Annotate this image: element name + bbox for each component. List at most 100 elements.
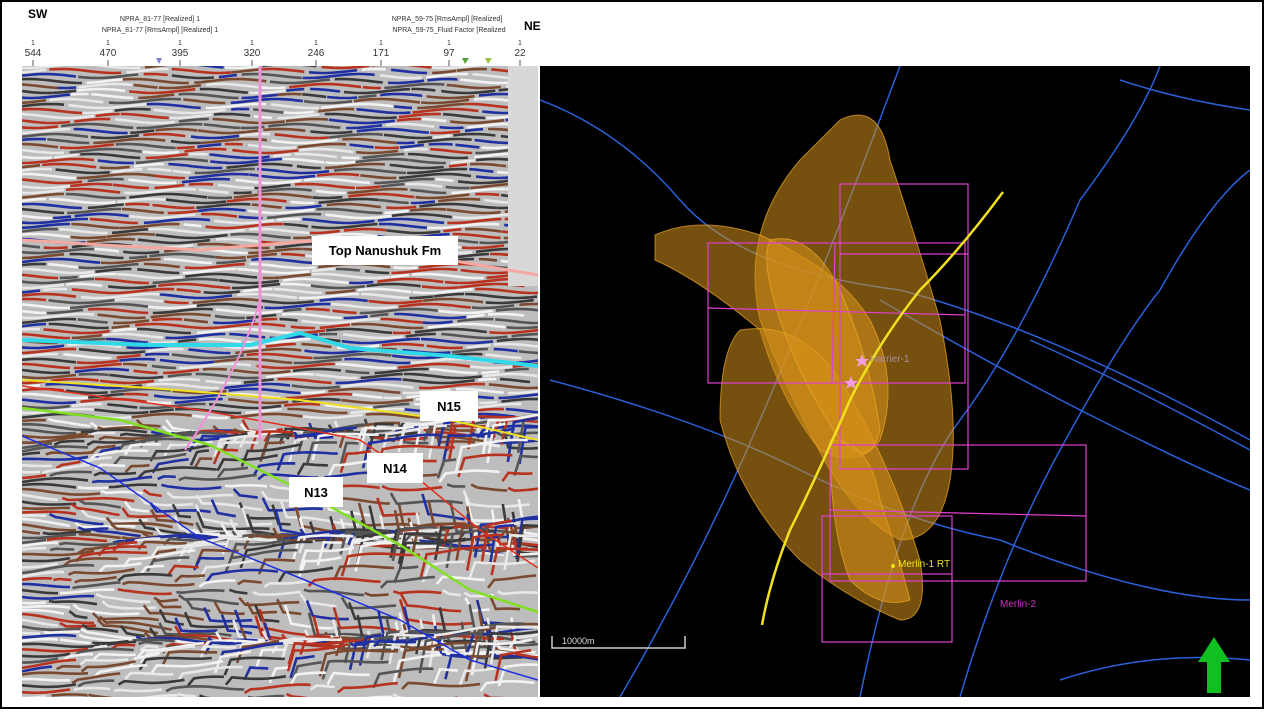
sw-label: SW bbox=[28, 7, 48, 21]
edge-strip bbox=[508, 66, 538, 286]
reflector bbox=[22, 127, 58, 129]
scale-label: 10000m bbox=[562, 636, 595, 646]
reflector bbox=[306, 309, 330, 310]
line-number: 1 bbox=[31, 40, 35, 47]
reflector bbox=[411, 202, 435, 203]
reflector bbox=[446, 187, 470, 188]
line-number: 1 bbox=[379, 40, 383, 47]
reflector bbox=[22, 420, 46, 421]
reflector bbox=[129, 257, 147, 258]
trace-number: 320 bbox=[244, 48, 261, 59]
reflector bbox=[44, 247, 68, 248]
reflector bbox=[79, 374, 109, 375]
ne-label: NE bbox=[524, 19, 541, 33]
reflector bbox=[301, 392, 325, 393]
reflector bbox=[382, 344, 424, 346]
reflector bbox=[254, 116, 272, 118]
well-label: NPRA_59-75_Fluid Factor [Realized bbox=[392, 27, 505, 34]
map: Harrier-1 Merlin-1 RT Merlin-2 10000m bbox=[540, 66, 1250, 697]
reflector bbox=[123, 252, 159, 253]
reflector bbox=[189, 184, 213, 185]
reflector bbox=[410, 297, 434, 299]
reflector bbox=[234, 192, 252, 193]
well-name: Harrier-1 bbox=[870, 354, 910, 365]
horizon-label: N14 bbox=[383, 461, 408, 476]
reflector bbox=[119, 359, 155, 361]
reflector bbox=[22, 508, 70, 509]
reflector bbox=[158, 379, 200, 381]
reflector bbox=[453, 134, 495, 136]
line-number: 1 bbox=[447, 40, 451, 47]
reflector bbox=[144, 74, 168, 75]
line-number: 1 bbox=[106, 40, 110, 47]
reflector bbox=[465, 129, 483, 131]
reflector bbox=[393, 267, 417, 268]
reflector bbox=[344, 316, 368, 318]
reflector bbox=[479, 402, 497, 403]
reflector bbox=[487, 116, 511, 118]
line-number: 1 bbox=[314, 40, 318, 47]
reflector bbox=[439, 127, 463, 128]
reflector bbox=[291, 202, 315, 203]
well-label: NPRA_81-77 [RmsAmpl] [Realized] 1 bbox=[102, 27, 218, 34]
reflector bbox=[481, 371, 499, 373]
reflector bbox=[150, 289, 174, 290]
trace-number: 544 bbox=[25, 48, 42, 59]
reflector bbox=[349, 282, 373, 283]
reflector bbox=[53, 579, 71, 580]
reflector bbox=[476, 397, 494, 398]
reflector bbox=[22, 633, 40, 634]
reflector bbox=[22, 603, 46, 604]
reflector bbox=[356, 187, 380, 188]
reflector bbox=[78, 487, 108, 488]
reflector bbox=[284, 404, 320, 406]
reflector bbox=[71, 237, 107, 238]
reflector bbox=[410, 209, 446, 211]
reflector bbox=[22, 139, 46, 140]
reflector bbox=[312, 197, 342, 198]
reflector bbox=[22, 465, 52, 466]
reflector bbox=[275, 332, 293, 333]
reflector bbox=[411, 89, 435, 90]
reflector bbox=[50, 549, 74, 550]
reflector bbox=[152, 319, 182, 320]
reflector bbox=[336, 269, 360, 271]
trace-number: 395 bbox=[172, 48, 189, 59]
horizon-label: N15 bbox=[437, 399, 461, 414]
reflector bbox=[208, 197, 232, 198]
reflector bbox=[404, 149, 428, 150]
line-number: 1 bbox=[250, 40, 254, 47]
reflector bbox=[470, 367, 512, 369]
reflector bbox=[71, 94, 89, 95]
line-number: 1 bbox=[518, 40, 522, 47]
reflector bbox=[475, 194, 499, 195]
reflector bbox=[143, 152, 179, 153]
reflector bbox=[286, 89, 304, 91]
well-name: Merlin-2 bbox=[1000, 599, 1037, 610]
reflector bbox=[422, 286, 458, 288]
reflector bbox=[52, 694, 88, 695]
reflector bbox=[155, 129, 197, 130]
reflector bbox=[479, 259, 497, 260]
reflector bbox=[259, 319, 277, 320]
reflector bbox=[125, 204, 149, 205]
well-label: NPRA_59-75 [RmsAmpl] [Realized] bbox=[392, 16, 503, 23]
reflector bbox=[151, 342, 175, 343]
reflector bbox=[53, 217, 71, 218]
reflector bbox=[375, 147, 399, 148]
reflector bbox=[281, 254, 305, 256]
trace-number: 246 bbox=[308, 48, 325, 59]
reflector bbox=[476, 177, 512, 178]
reflector bbox=[203, 369, 227, 370]
reflector bbox=[284, 309, 302, 311]
reflector bbox=[22, 299, 46, 300]
trace-number: 470 bbox=[100, 48, 117, 59]
reflector bbox=[284, 112, 314, 113]
reflector bbox=[505, 369, 529, 371]
well-dot bbox=[891, 564, 895, 568]
reflector bbox=[204, 292, 240, 293]
reflector bbox=[386, 207, 416, 208]
reflector bbox=[22, 515, 46, 516]
reflector bbox=[124, 394, 148, 395]
seismic-section bbox=[22, 64, 591, 709]
